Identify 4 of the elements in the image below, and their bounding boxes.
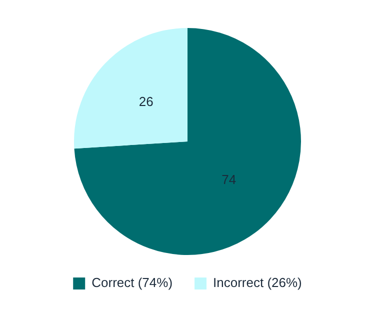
data-label: 74	[222, 172, 236, 187]
data-label: 26	[138, 94, 154, 110]
legend-label: Correct (74%)	[92, 275, 173, 290]
legend-label: Incorrect (26%)	[213, 275, 302, 290]
